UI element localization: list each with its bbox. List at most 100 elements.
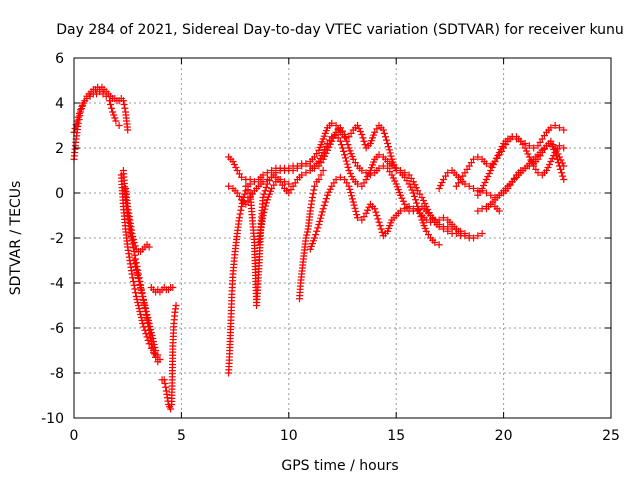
- data-point: [130, 281, 138, 289]
- data-point: [268, 167, 276, 174]
- data-point: [151, 344, 159, 351]
- data-point: [350, 201, 358, 209]
- data-point: [470, 234, 478, 242]
- data-point: [552, 152, 560, 160]
- data-point: [142, 308, 150, 315]
- y-tick-label: -6: [50, 321, 64, 337]
- data-point: [285, 180, 293, 188]
- data-point: [147, 329, 155, 336]
- data-point: [364, 206, 372, 214]
- data-point: [557, 165, 565, 173]
- data-point: [325, 143, 333, 151]
- data-point: [232, 164, 240, 171]
- data-point: [323, 146, 331, 154]
- data-point: [276, 176, 284, 183]
- data-point: [558, 169, 566, 177]
- data-point: [272, 169, 280, 177]
- data-point: [396, 191, 404, 199]
- data-point: [487, 167, 495, 174]
- data-point: [73, 117, 81, 125]
- data-point: [543, 142, 551, 150]
- y-tick-label: -4: [50, 276, 64, 292]
- data-point: [424, 206, 432, 213]
- data-point: [78, 102, 86, 110]
- data-point: [169, 284, 177, 291]
- data-point: [236, 210, 244, 218]
- data-point: [144, 314, 152, 321]
- data-point: [470, 185, 478, 192]
- y-tick-label: -2: [50, 231, 64, 247]
- data-point: [409, 205, 417, 213]
- data-point: [259, 212, 267, 219]
- data-point: [132, 293, 140, 300]
- data-point: [351, 204, 359, 212]
- data-point: [497, 146, 505, 153]
- data-point: [132, 263, 140, 270]
- data-point: [405, 180, 413, 188]
- data-point: [237, 206, 245, 214]
- data-point: [147, 326, 155, 333]
- data-point: [547, 124, 555, 132]
- data-point: [358, 167, 366, 174]
- data-point: [474, 153, 482, 161]
- y-tick-label: -10: [41, 411, 64, 427]
- data-point: [139, 296, 147, 303]
- data-point: [488, 164, 496, 171]
- data-point: [319, 155, 327, 163]
- data-point: [285, 164, 293, 172]
- data-point: [320, 201, 328, 209]
- data-point: [112, 117, 120, 125]
- data-point: [71, 125, 79, 132]
- data-point: [309, 190, 317, 198]
- data-point: [435, 216, 443, 224]
- data-point: [139, 293, 147, 300]
- data-point: [504, 135, 512, 143]
- data-point: [340, 147, 348, 155]
- data-point: [132, 266, 140, 273]
- data-point: [405, 203, 413, 210]
- data-point: [438, 179, 446, 186]
- data-point: [346, 185, 354, 193]
- data-point: [379, 126, 387, 134]
- data-points: [70, 83, 568, 413]
- data-point: [366, 171, 374, 179]
- data-point: [465, 182, 473, 190]
- data-point: [134, 302, 142, 309]
- data-point: [322, 195, 330, 203]
- data-point: [162, 383, 170, 391]
- data-point: [461, 180, 469, 188]
- data-point: [342, 154, 350, 162]
- series-pass-7: [147, 284, 177, 296]
- data-point: [225, 182, 233, 190]
- data-point: [110, 111, 118, 119]
- data-point: [482, 203, 490, 210]
- data-point: [523, 147, 531, 155]
- data-point: [276, 167, 284, 174]
- data-point: [341, 151, 349, 159]
- data-point: [262, 183, 270, 191]
- data-point: [326, 185, 334, 193]
- data-point: [343, 137, 351, 145]
- data-point: [379, 162, 387, 170]
- data-point: [152, 347, 160, 354]
- data-point: [76, 106, 84, 114]
- data-point: [437, 182, 445, 189]
- data-point: [422, 216, 430, 224]
- data-point: [160, 376, 168, 384]
- data-point: [474, 232, 482, 240]
- data-point: [141, 302, 149, 309]
- data-point: [272, 178, 280, 186]
- data-point: [131, 285, 139, 293]
- data-point: [352, 207, 360, 215]
- data-point: [362, 209, 370, 217]
- data-point: [142, 305, 150, 312]
- data-point: [525, 142, 533, 150]
- data-point: [148, 332, 156, 339]
- data-point: [348, 173, 356, 180]
- data-point: [321, 198, 329, 206]
- series-pass-2: [70, 88, 123, 136]
- data-point: [328, 119, 336, 127]
- data-point: [260, 208, 268, 216]
- data-point: [418, 194, 426, 201]
- y-tick-label: 0: [55, 186, 64, 202]
